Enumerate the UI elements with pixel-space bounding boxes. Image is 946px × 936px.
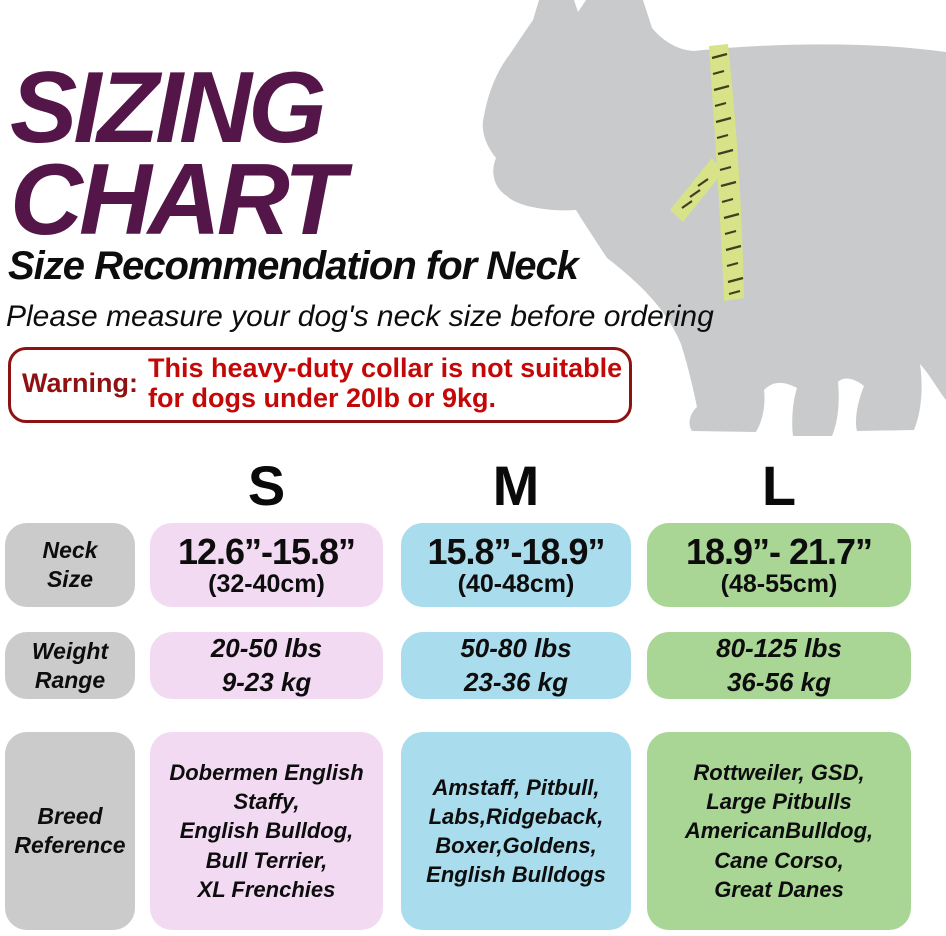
neck-size-s-inches: 12.6”-15.8” — [177, 530, 356, 572]
neck-size-s-cm: (32-40cm) — [208, 569, 325, 598]
cell-m-neck-size: 15.8”-18.9” (40-48cm) — [401, 523, 631, 607]
neck-size-m-inches: 15.8”-18.9” — [427, 530, 605, 572]
row-label-neck-size: Neck Size — [5, 523, 135, 607]
weight-range-l: 80-125 lbs 36-56 kg — [716, 632, 842, 697]
dog-silhouette-graphic — [482, 0, 946, 436]
cell-s-breed-reference: Dobermen English Staffy, English Bulldog… — [150, 732, 383, 930]
cell-s-neck-size: 12.6”-15.8” (32-40cm) — [150, 523, 383, 607]
warning-label: Warning: — [22, 368, 138, 398]
cell-l-weight-range: 80-125 lbs 36-56 kg — [647, 632, 911, 699]
neck-size-m-cm: (40-48cm) — [457, 569, 575, 598]
cell-s-weight-range: 20-50 lbs 9-23 kg — [150, 632, 383, 699]
measuring-tape-ticks — [681, 52, 744, 296]
warning-box — [8, 347, 632, 423]
weight-range-s: 20-50 lbs 9-23 kg — [210, 632, 323, 697]
dog-graphic-area — [440, 0, 946, 444]
breeds-m: Amstaff, Pitbull, Labs,Ridgeback, Boxer,… — [426, 774, 606, 888]
page-title-line1: SIZING — [10, 52, 327, 164]
warning-text: This heavy-duty collar is not suitable f… — [148, 353, 623, 414]
cell-l-neck-size: 18.9”- 21.7” (48-55cm) — [647, 523, 911, 607]
cell-m-breed-reference: Amstaff, Pitbull, Labs,Ridgeback, Boxer,… — [401, 732, 631, 930]
dog-body-silhouette — [482, 0, 946, 436]
page-title-line2: CHART — [10, 144, 346, 256]
measure-note: Please measure your dog's neck size befo… — [6, 300, 714, 333]
row-label-weight-range: Weight Range — [5, 632, 135, 699]
neck-size-l-cm: (48-55cm) — [720, 569, 838, 598]
cell-l-breed-reference: Rottweiler, GSD, Large Pitbulls American… — [647, 732, 911, 930]
breeds-l: Rottweiler, GSD, Large Pitbulls American… — [684, 759, 874, 902]
column-header-m: M — [492, 454, 540, 517]
weight-range-m: 50-80 lbs 23-36 kg — [460, 632, 572, 697]
column-header-l: L — [761, 454, 797, 517]
measuring-tape-band — [709, 44, 744, 301]
subtitle: Size Recommendation for Neck — [8, 244, 579, 288]
row-label-breed-reference: Breed Reference — [5, 732, 135, 930]
breeds-s: Dobermen English Staffy, English Bulldog… — [169, 759, 364, 902]
cell-m-weight-range: 50-80 lbs 23-36 kg — [401, 632, 631, 699]
column-header-s: S — [247, 454, 286, 517]
neck-size-l-inches: 18.9”- 21.7” — [685, 530, 873, 572]
